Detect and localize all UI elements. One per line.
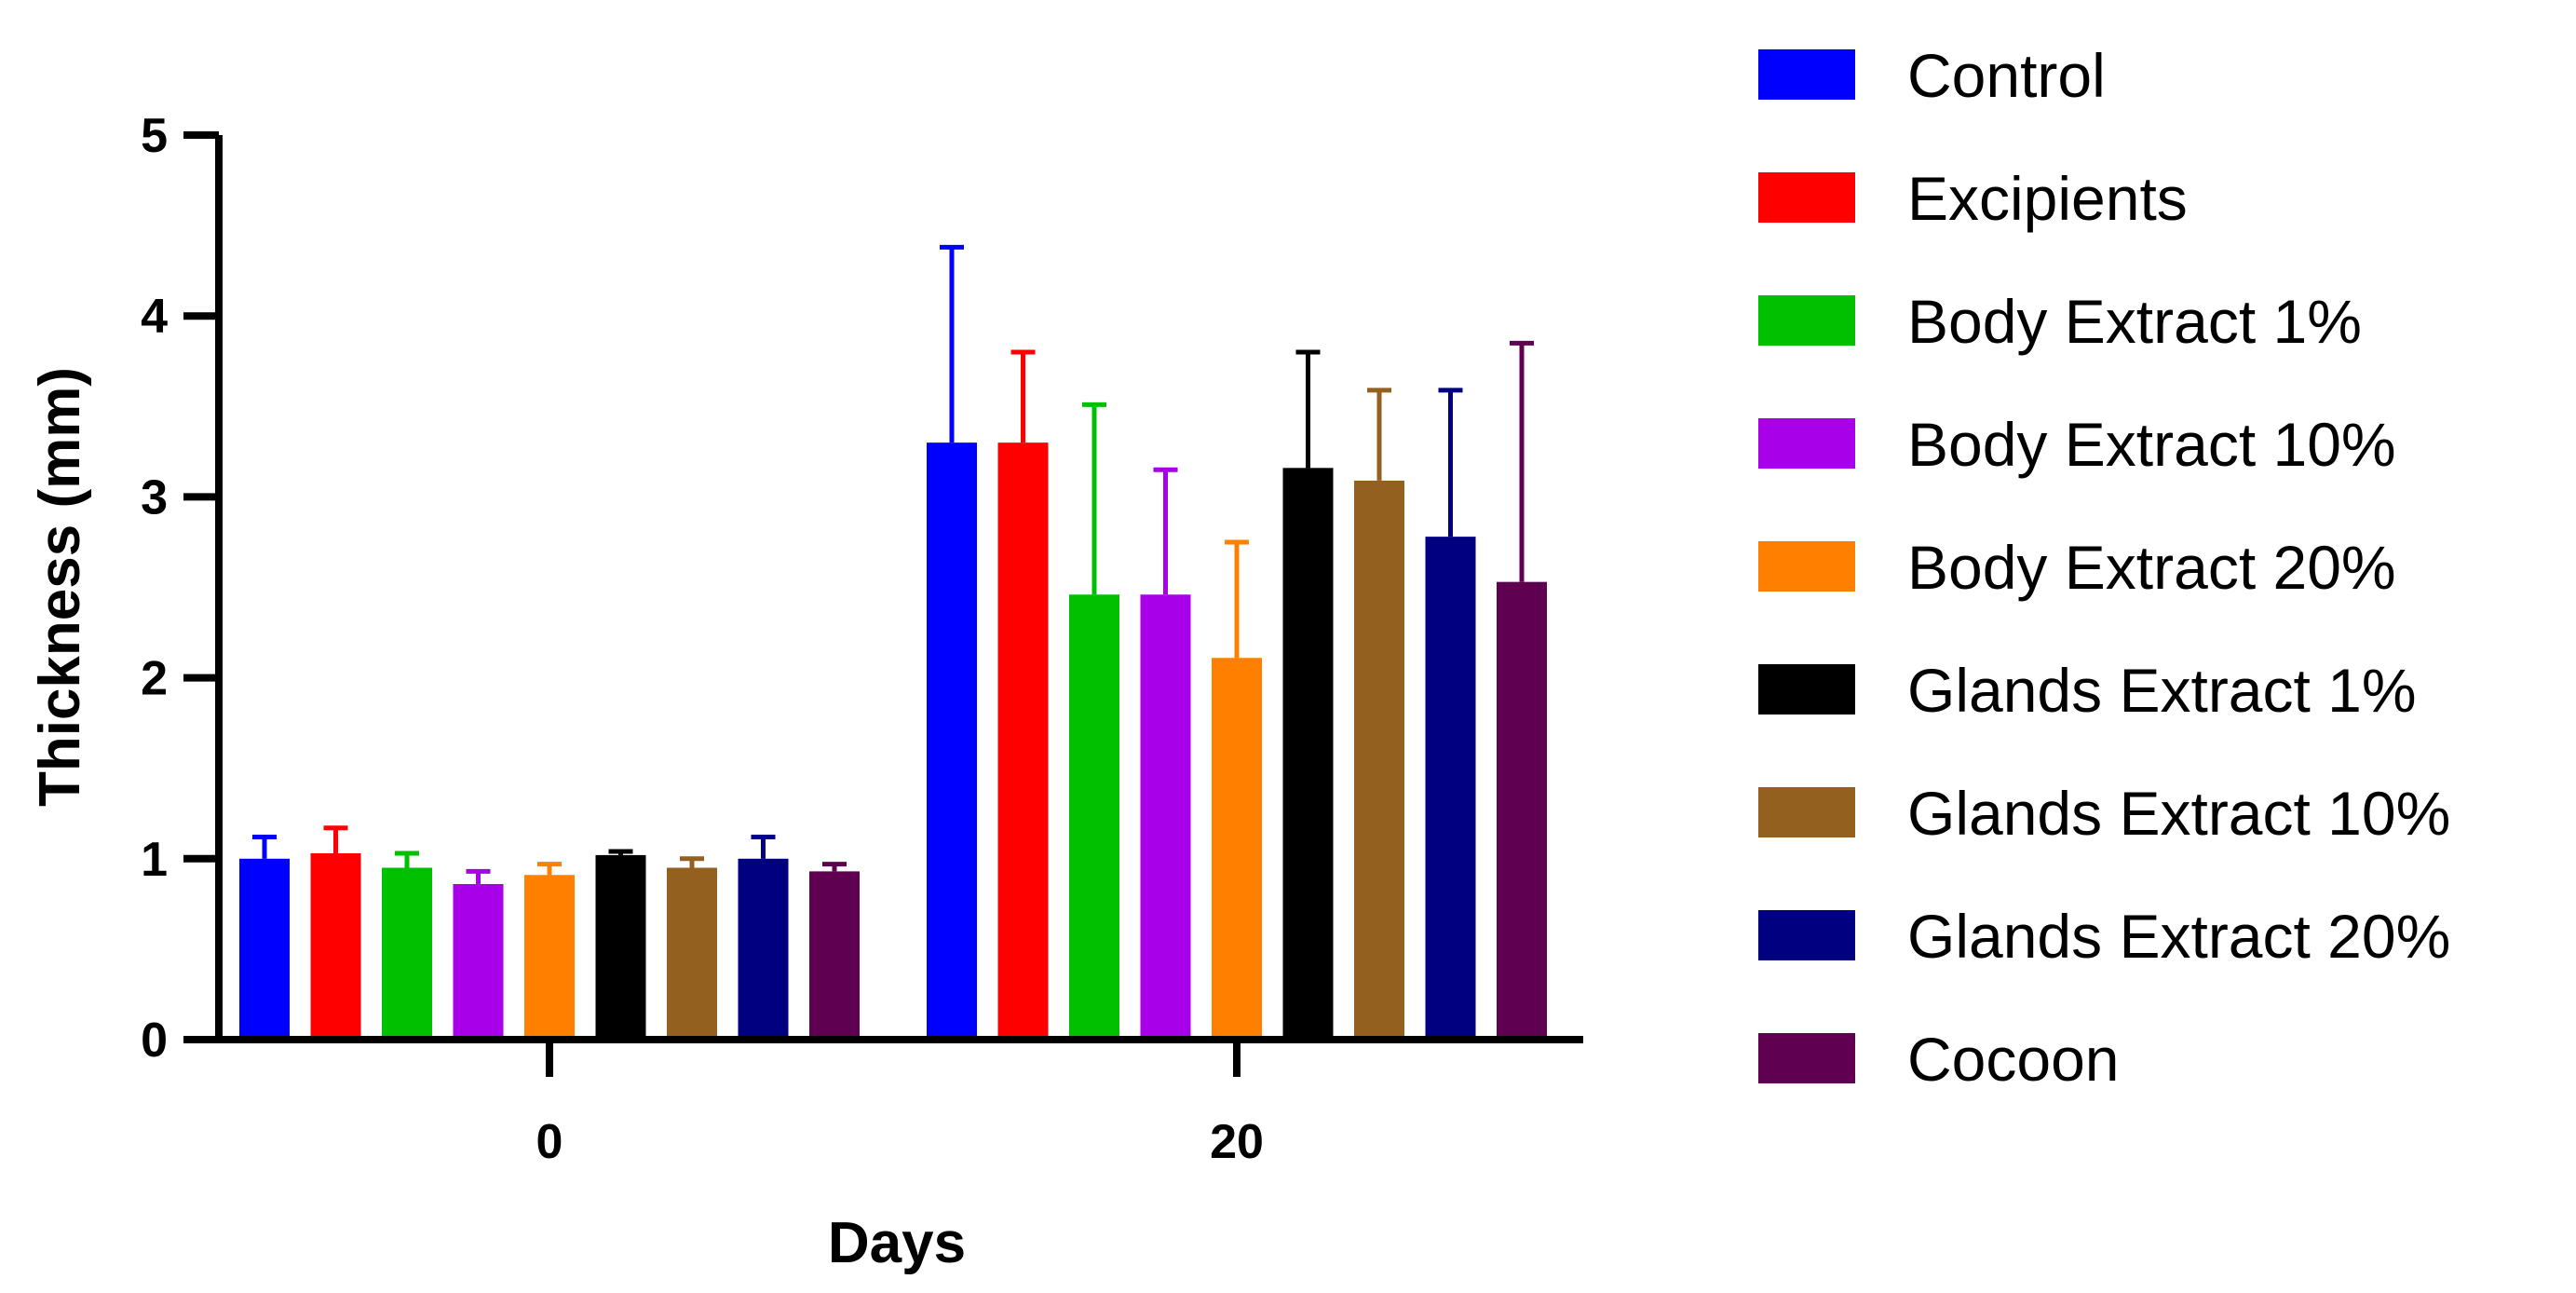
y-tick-label: 0 — [141, 1014, 168, 1068]
legend-item: Glands Extract 10% — [1758, 779, 2450, 848]
y-axis-title: Thickness (mm) — [28, 367, 92, 807]
legend-swatch — [1758, 49, 1855, 100]
bar — [667, 867, 717, 1040]
axes-layer — [215, 135, 1583, 1043]
legend-item: Cocoon — [1758, 1025, 2120, 1094]
bar — [738, 858, 789, 1040]
legend: Control Excipients Body Extract 1% Body Ext… — [1758, 41, 2450, 1094]
bar — [524, 875, 575, 1040]
bar — [1212, 658, 1262, 1040]
legend-swatch — [1758, 541, 1855, 592]
y-tick-label: 4 — [141, 290, 168, 344]
legend-item: Body Extract 10% — [1758, 410, 2396, 479]
bar — [1497, 581, 1547, 1040]
legend-swatch — [1758, 787, 1855, 837]
bar — [1140, 594, 1191, 1040]
bar — [997, 442, 1049, 1040]
legend-label: Glands Extract 20% — [1907, 902, 2450, 971]
legend-label: Glands Extract 1% — [1907, 656, 2417, 725]
legend-item: Control — [1758, 41, 2106, 110]
legend-swatch — [1758, 1033, 1855, 1083]
legend-label: Glands Extract 10% — [1907, 779, 2450, 848]
legend-swatch — [1758, 664, 1855, 715]
bar — [809, 871, 860, 1040]
x-tick-label: 20 — [1210, 1115, 1264, 1169]
legend-swatch — [1758, 418, 1855, 469]
bar — [310, 852, 361, 1040]
y-tick-label: 5 — [141, 109, 168, 163]
legend-item: Excipients — [1758, 164, 2188, 233]
y-tick-label: 1 — [141, 833, 168, 887]
legend-label: Body Extract 10% — [1907, 410, 2396, 479]
legend-swatch — [1758, 295, 1855, 346]
bar — [453, 883, 504, 1040]
bar — [1354, 480, 1404, 1040]
y-ticks: 0 1 2 3 4 5 — [141, 109, 219, 1068]
legend-label: Body Extract 1% — [1907, 287, 2362, 356]
legend-item: Glands Extract 1% — [1758, 656, 2417, 725]
legend-item: Body Extract 20% — [1758, 533, 2396, 602]
y-tick-label: 2 — [141, 652, 168, 706]
legend-swatch — [1758, 172, 1855, 223]
bar — [1282, 468, 1334, 1040]
legend-label: Body Extract 20% — [1907, 533, 2396, 602]
x-axis-title: Days — [828, 1211, 966, 1275]
bar — [382, 867, 432, 1040]
y-tick-label: 3 — [141, 470, 168, 524]
x-tick-label: 0 — [536, 1115, 563, 1169]
legend-label: Control — [1907, 41, 2106, 110]
legend-item: Glands Extract 20% — [1758, 902, 2450, 971]
bars-layer — [239, 244, 1547, 1040]
x-ticks: 0 20 — [536, 1040, 1264, 1169]
legend-item: Body Extract 1% — [1758, 287, 2362, 356]
bar — [927, 442, 977, 1040]
bar — [595, 854, 646, 1040]
bar — [1425, 537, 1476, 1040]
legend-label: Cocoon — [1907, 1025, 2120, 1094]
bar — [239, 858, 290, 1040]
legend-label: Excipients — [1907, 164, 2188, 233]
legend-swatch — [1758, 910, 1855, 960]
bar — [1069, 594, 1119, 1040]
